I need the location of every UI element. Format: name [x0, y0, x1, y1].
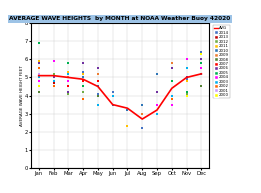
Y-axis label: AVERAGE WAVE HEIGHT FEET: AVERAGE WAVE HEIGHT FEET [20, 65, 24, 126]
Legend: AVG, 2014, 2013, 2012, 2011, 2010, 2009, 2008, 2007, 2006, 2005, 2004, 2003, 200: AVG, 2014, 2013, 2012, 2011, 2010, 2009,… [212, 25, 230, 98]
Title: AVERAGE WAVE HEIGHTS  by MONTH at NOAA Weather Buoy 42020: AVERAGE WAVE HEIGHTS by MONTH at NOAA We… [9, 16, 231, 21]
